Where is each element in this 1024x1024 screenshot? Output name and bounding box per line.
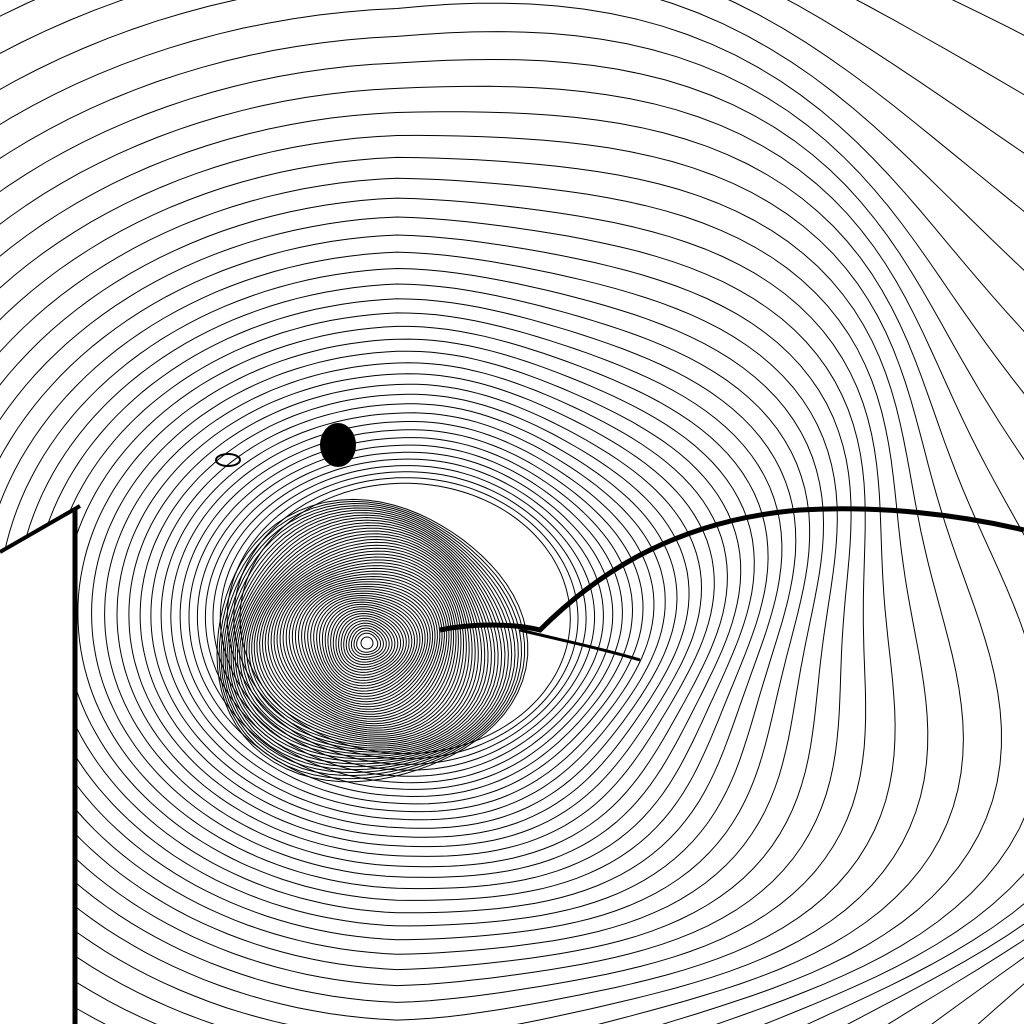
- contour: [282, 570, 448, 720]
- contour: [330, 608, 407, 679]
- contour: [279, 567, 450, 722]
- contour: [222, 505, 519, 774]
- vortex-spot: [320, 423, 356, 467]
- contour: [0, 156, 964, 1024]
- contour: [219, 465, 596, 771]
- contour: [179, 429, 644, 805]
- contour: [301, 585, 434, 705]
- contour: [291, 578, 441, 713]
- contour: [253, 541, 473, 741]
- contour: [313, 594, 424, 695]
- contour: [218, 500, 526, 780]
- contour: [230, 514, 506, 762]
- wall-region: [0, 508, 76, 1024]
- contour: [316, 597, 421, 692]
- contour: [0, 197, 896, 1021]
- contour: [267, 556, 459, 731]
- contour: [239, 524, 492, 753]
- contour: [318, 599, 418, 689]
- contour: [273, 562, 455, 727]
- contour: [327, 606, 410, 681]
- contour: [216, 498, 529, 783]
- contour: [243, 530, 486, 749]
- contour: [0, 234, 852, 987]
- contour: [294, 581, 438, 710]
- contour: [239, 482, 571, 755]
- contour: [246, 533, 483, 747]
- contour: [116, 373, 715, 857]
- contour: [204, 451, 614, 784]
- contour: [0, 267, 825, 955]
- contour: [264, 553, 462, 733]
- shock-branch: [519, 628, 641, 662]
- contour: [261, 550, 465, 735]
- contour: [0, 251, 838, 971]
- contour: [91, 350, 742, 878]
- contour: [196, 444, 623, 790]
- contour: [233, 477, 579, 760]
- contour: [77, 338, 755, 890]
- contour: [0, 58, 1024, 1024]
- contour: [321, 601, 415, 687]
- ramp-line: [0, 504, 81, 554]
- contour: [251, 538, 476, 743]
- contour: [288, 575, 443, 715]
- vortex-core: [360, 636, 374, 650]
- contour: [324, 603, 413, 684]
- shock-front: [439, 506, 1024, 633]
- small-vortex: [215, 453, 241, 467]
- contour: [353, 630, 382, 656]
- contour: [226, 509, 513, 768]
- contour: [356, 632, 379, 653]
- contour: [340, 617, 396, 668]
- contour: [297, 583, 436, 708]
- contour: [104, 362, 728, 868]
- contour: [0, 134, 1002, 1024]
- contour: [0, 216, 867, 1003]
- contour: [350, 627, 384, 658]
- contour: [348, 625, 387, 661]
- contour: [0, 177, 929, 1024]
- contour: [332, 610, 405, 676]
- contour: [150, 403, 678, 829]
- contour: [0, 111, 1024, 1024]
- contour: [212, 458, 604, 777]
- contour: [236, 522, 496, 755]
- contour: [226, 471, 587, 765]
- contour: [170, 421, 655, 813]
- contour: [276, 565, 452, 725]
- contour: [304, 588, 431, 703]
- contour: [220, 502, 523, 777]
- contour: [307, 590, 429, 700]
- contour: [285, 573, 445, 718]
- contour: [259, 547, 467, 737]
- contour: [128, 383, 703, 848]
- contour: [248, 536, 479, 745]
- contour: [335, 612, 402, 673]
- contour: [343, 620, 393, 666]
- contour: [160, 412, 666, 821]
- contour: [139, 393, 690, 838]
- contour: [188, 437, 634, 798]
- contour: [232, 516, 503, 760]
- contour: [256, 544, 470, 739]
- contour: [224, 507, 516, 771]
- contour: [270, 559, 457, 729]
- contour: [0, 85, 1024, 1024]
- contour: [310, 592, 426, 697]
- contour: [345, 622, 390, 663]
- contour: [338, 615, 399, 671]
- contour: [0, 31, 1024, 1024]
